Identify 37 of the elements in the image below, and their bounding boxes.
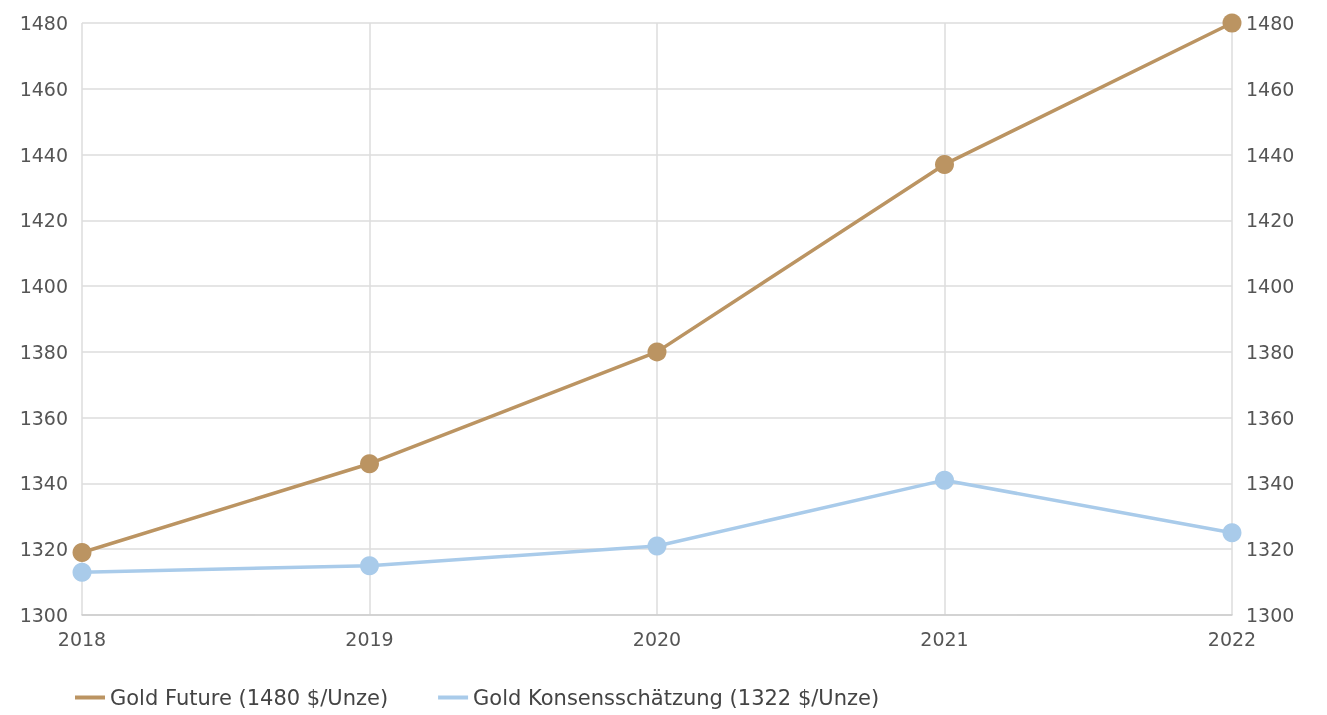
y2-tick-label: 1440 [1246, 143, 1295, 166]
point [1222, 523, 1242, 543]
x-tick-label: 2022 [1207, 627, 1257, 650]
x-tick-label: 2021 [920, 627, 969, 650]
point [935, 154, 954, 174]
point [935, 470, 954, 490]
point [360, 556, 379, 576]
y-tick-label: 1460 [19, 77, 68, 100]
point [647, 536, 667, 556]
y2-tick-label: 1400 [1246, 275, 1295, 298]
y2-tick-label: 1380 [1246, 340, 1295, 363]
y2-tick-label: 1460 [1246, 77, 1295, 100]
y-tick-label: 1480 [19, 12, 68, 34]
y-tick-label: 1380 [19, 340, 68, 363]
y-tick-label: 1340 [19, 472, 68, 495]
x-tick-label: 2019 [345, 627, 394, 650]
point [72, 543, 92, 563]
y2-tick-label: 1480 [1246, 12, 1295, 34]
y-tick-label: 1400 [19, 275, 68, 298]
y2-tick-label: 1360 [1246, 406, 1295, 429]
point [1222, 13, 1242, 33]
legend-label: Gold Future (1480 $/Unze) [110, 685, 389, 710]
x-tick-label: 2018 [57, 627, 107, 650]
y-tick-label: 1320 [19, 538, 68, 561]
y2-tick-label: 1320 [1246, 538, 1295, 561]
y2-tick-label: 1420 [1246, 209, 1295, 232]
point [72, 562, 92, 582]
x-tick-label: 2020 [632, 627, 682, 650]
y-tick-label: 1440 [19, 143, 68, 166]
y-tick-label: 1420 [19, 209, 68, 232]
point [647, 342, 667, 362]
point [360, 454, 379, 474]
y2-tick-label: 1340 [1246, 472, 1295, 495]
y-tick-label: 1300 [19, 604, 68, 626]
y2-tick-label: 1300 [1246, 604, 1295, 626]
y-tick-label: 1360 [19, 406, 68, 429]
legend-label: Gold Konsensschätzung (1322 $/Unze) [473, 685, 880, 710]
